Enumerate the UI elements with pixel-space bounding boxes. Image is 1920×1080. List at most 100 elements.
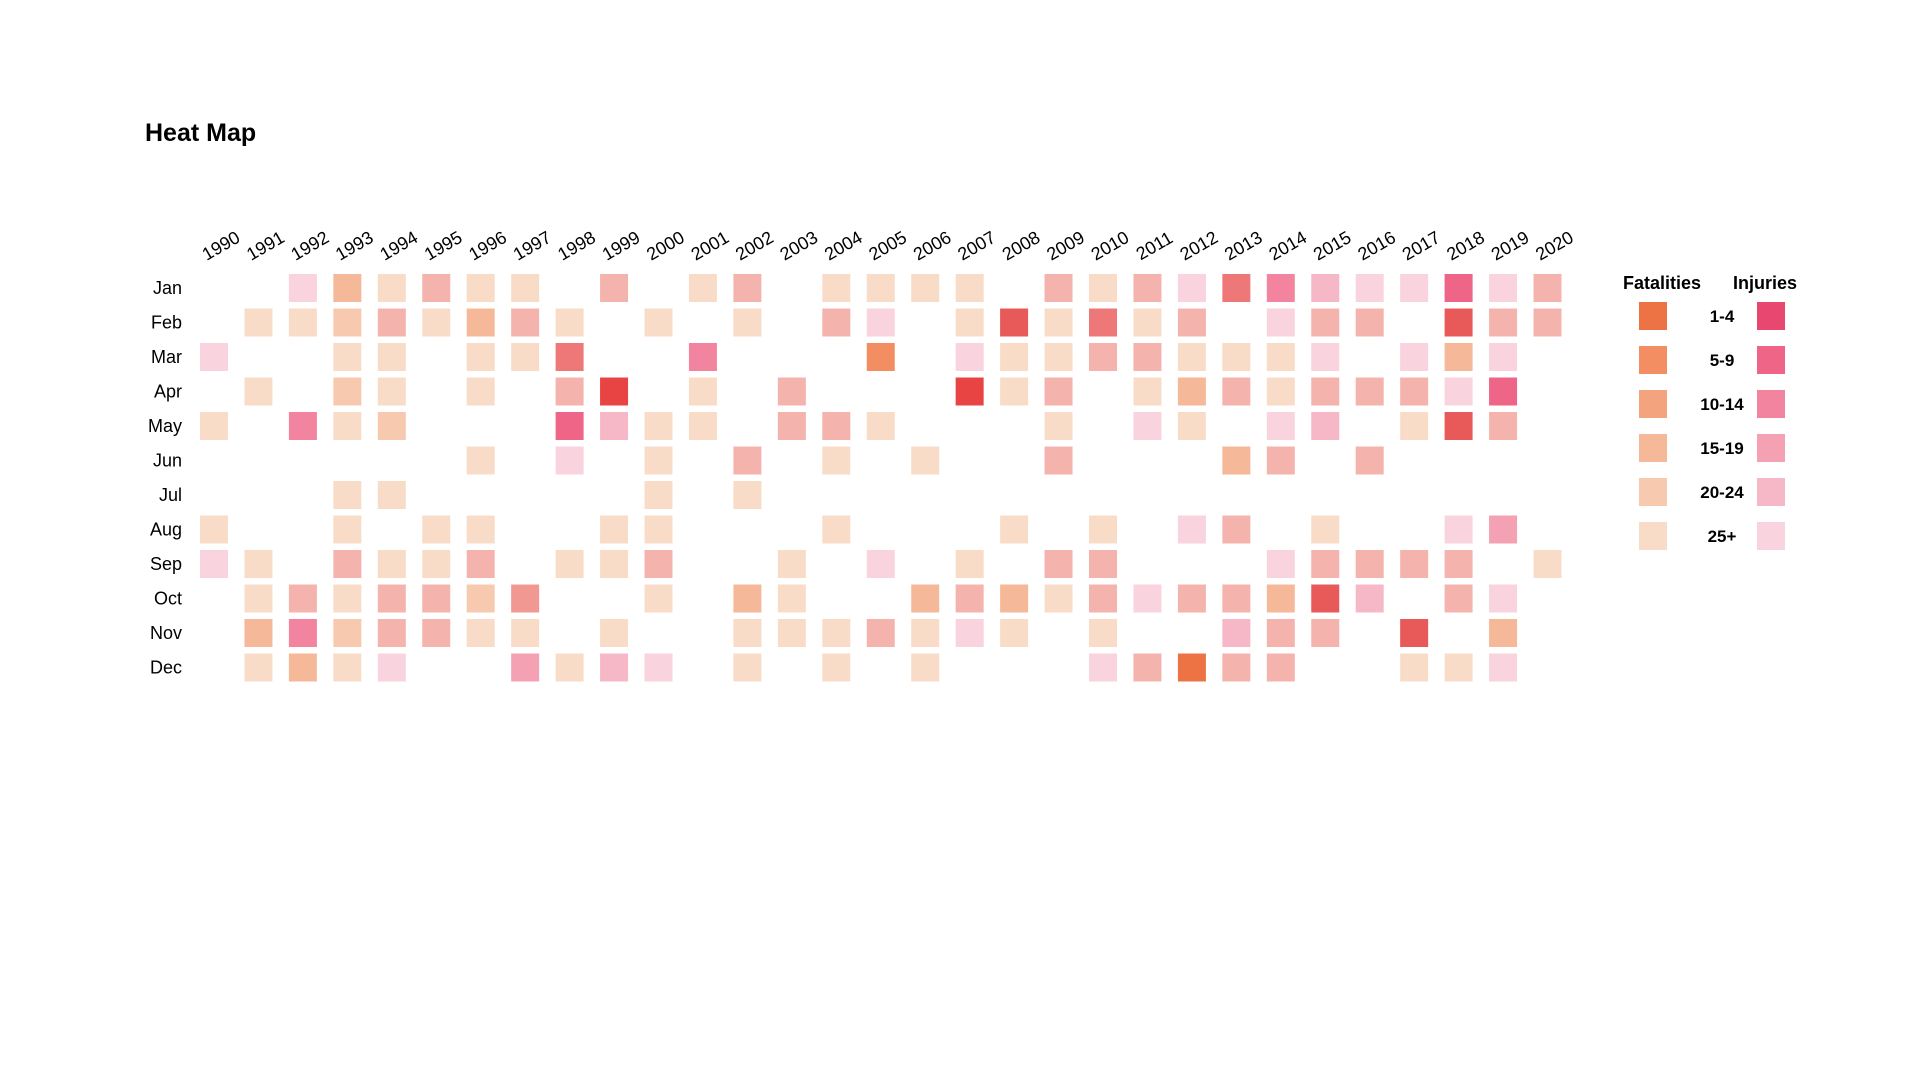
heatmap-cell bbox=[1044, 446, 1073, 475]
heatmap-cell bbox=[1489, 343, 1518, 371]
heatmap-cell bbox=[511, 619, 540, 647]
heatmap-cell bbox=[644, 584, 673, 613]
heatmap-cell bbox=[1489, 412, 1518, 440]
heatmap-cell bbox=[1089, 308, 1117, 337]
legend-swatch-injuries bbox=[1757, 478, 1785, 506]
heatmap-cell bbox=[1311, 377, 1340, 406]
x-tick-label: 2018 bbox=[1443, 227, 1488, 264]
heatmap-cell bbox=[422, 619, 451, 647]
heatmap-cell bbox=[733, 653, 762, 682]
y-tick-label: May bbox=[148, 416, 182, 436]
heatmap-cell bbox=[288, 412, 317, 440]
heatmap-cell bbox=[333, 343, 362, 371]
heatmap-cell bbox=[1133, 584, 1162, 613]
heatmap-cell bbox=[333, 377, 362, 406]
x-tick-label: 2016 bbox=[1354, 227, 1399, 264]
heatmap-cell bbox=[1133, 377, 1162, 406]
heatmap-cell bbox=[1355, 377, 1384, 406]
heatmap-cell bbox=[555, 308, 584, 337]
heatmap-cell bbox=[422, 550, 451, 578]
heatmap-cell bbox=[1089, 619, 1117, 647]
heatmap-cell bbox=[377, 377, 406, 406]
heatmap-cell bbox=[511, 584, 540, 613]
legend-swatch-fatalities bbox=[1639, 390, 1667, 418]
legend-swatch-fatalities bbox=[1639, 346, 1667, 374]
heatmap-cell bbox=[1133, 343, 1162, 371]
heatmap-cell bbox=[866, 343, 895, 371]
heatmap-cell bbox=[822, 515, 851, 544]
heatmap-cell bbox=[244, 653, 273, 682]
heatmap-cell bbox=[555, 653, 584, 682]
heatmap-cell bbox=[1355, 308, 1384, 337]
heatmap-cell bbox=[955, 308, 984, 337]
heatmap-cell bbox=[377, 584, 406, 613]
heatmap-cell bbox=[1089, 550, 1117, 578]
heatmap-cell bbox=[377, 653, 406, 682]
x-tick-label: 1996 bbox=[465, 227, 510, 264]
heatmap-cell bbox=[1177, 653, 1206, 682]
x-tick-label: 2008 bbox=[999, 227, 1044, 264]
heatmap-cell bbox=[1311, 619, 1340, 647]
heatmap-cell bbox=[1489, 515, 1518, 544]
heatmap-cell bbox=[1489, 584, 1518, 613]
x-tick-label: 1992 bbox=[288, 227, 333, 264]
heatmap-cell bbox=[911, 619, 940, 647]
x-tick-label: 2017 bbox=[1399, 227, 1444, 264]
heatmap-cell bbox=[1311, 308, 1340, 337]
heatmap-cell bbox=[1266, 446, 1295, 475]
heatmap-cell bbox=[288, 653, 317, 682]
heatmap-cell bbox=[1489, 274, 1518, 302]
heatmap-cell bbox=[600, 515, 629, 544]
heatmap-cell bbox=[288, 619, 317, 647]
heatmap-cell bbox=[333, 274, 362, 302]
heatmap-cell bbox=[822, 308, 851, 337]
heatmap-cell bbox=[377, 343, 406, 371]
heatmap-cell bbox=[1444, 343, 1473, 371]
heatmap-cell bbox=[777, 412, 806, 440]
heatmap-cell bbox=[244, 550, 273, 578]
heatmap-cell bbox=[1266, 412, 1295, 440]
heatmap-cell bbox=[511, 653, 540, 682]
heatmap-cell bbox=[1089, 515, 1117, 544]
heatmap-cell bbox=[1133, 274, 1162, 302]
heatmap-cell bbox=[688, 412, 717, 440]
heatmap-cell bbox=[1089, 343, 1117, 371]
heatmap-cell bbox=[333, 550, 362, 578]
y-tick-label: Jul bbox=[159, 485, 182, 505]
heatmap-cell bbox=[822, 653, 851, 682]
legend-level-label: 10-14 bbox=[1700, 395, 1744, 414]
heatmap-cell bbox=[1177, 515, 1206, 544]
heatmap-cell bbox=[1444, 515, 1473, 544]
heatmap-cell bbox=[1000, 343, 1029, 371]
heatmap-cell bbox=[1400, 412, 1429, 440]
heatmap-cell bbox=[1177, 308, 1206, 337]
heatmap-cell bbox=[600, 550, 629, 578]
heatmap-cell bbox=[1266, 550, 1295, 578]
heatmap-cell bbox=[644, 515, 673, 544]
heatmap-cell bbox=[1311, 343, 1340, 371]
heatmap-cell bbox=[200, 343, 228, 371]
heatmap-cell bbox=[1133, 412, 1162, 440]
heatmap-cell bbox=[555, 446, 584, 475]
heatmap-cell bbox=[1400, 274, 1429, 302]
heatmap-cell bbox=[911, 653, 940, 682]
heatmap-cell bbox=[288, 308, 317, 337]
x-tick-label: 1991 bbox=[243, 227, 288, 264]
heatmap-cell bbox=[1489, 653, 1518, 682]
x-tick-label: 1999 bbox=[599, 227, 644, 264]
heatmap-cell bbox=[600, 653, 629, 682]
heatmap-cell bbox=[1400, 550, 1429, 578]
heatmap-cell bbox=[1177, 584, 1206, 613]
heatmap-cell bbox=[555, 343, 584, 371]
heatmap-cell bbox=[1400, 343, 1429, 371]
heatmap-cell bbox=[244, 308, 273, 337]
heatmap-cell bbox=[733, 308, 762, 337]
heatmap-cell bbox=[1089, 274, 1117, 302]
heatmap-cell bbox=[1266, 619, 1295, 647]
heatmap-cell bbox=[688, 377, 717, 406]
heatmap-cell bbox=[333, 481, 362, 509]
y-tick-label: Jan bbox=[153, 278, 182, 298]
heatmap-cell bbox=[244, 584, 273, 613]
heatmap-cell bbox=[866, 412, 895, 440]
heatmap-cell bbox=[777, 377, 806, 406]
